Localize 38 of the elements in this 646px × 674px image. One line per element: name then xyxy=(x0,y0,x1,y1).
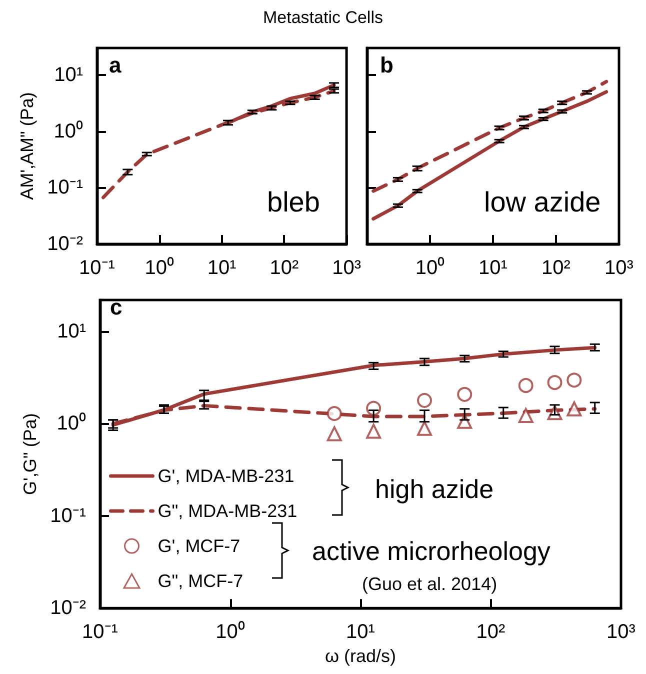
y-tick-label: 10¹ xyxy=(54,64,84,86)
x-tick-label: 10³ xyxy=(604,257,634,279)
legend-label: G', MCF-7 xyxy=(158,536,240,556)
chart-title: Metastatic Cells xyxy=(262,8,384,28)
x-tick-label: 10¹ xyxy=(346,621,376,644)
legend-label: G", MCF-7 xyxy=(158,571,244,591)
y-tick-label: 10⁻² xyxy=(47,233,84,255)
annotation: high azide xyxy=(375,474,494,504)
annotation: bleb xyxy=(267,186,320,218)
y-axis-title: AM',AM" (Pa) xyxy=(17,92,38,200)
legend-label: G", MDA-MB-231 xyxy=(158,501,298,521)
annotation: b xyxy=(380,52,394,78)
annotation: low azide xyxy=(484,186,601,218)
x-tick-label: 10⁰ xyxy=(216,620,245,644)
y-tick-label: 10⁻¹ xyxy=(50,504,86,527)
y-tick-label: 10⁻² xyxy=(50,597,86,620)
y-axis-title: G',G" (Pa) xyxy=(20,413,40,495)
y-tick-label: 10⁰ xyxy=(54,119,83,142)
x-tick-label: 10⁻¹ xyxy=(79,257,116,279)
x-tick-label: 10⁻¹ xyxy=(82,621,118,644)
x-tick-label: 10⁰ xyxy=(415,256,445,279)
annotation: active microrheology xyxy=(312,536,550,566)
x-tick-label: 10² xyxy=(476,621,506,644)
annotation: a xyxy=(109,52,122,78)
x-tick-label: 10² xyxy=(270,257,299,279)
x-tick-label: 10³ xyxy=(606,621,636,644)
legend-label: G', MDA-MB-231 xyxy=(158,466,294,486)
x-tick-label: 10⁰ xyxy=(144,256,174,279)
x-tick-label: 10¹ xyxy=(478,257,508,279)
x-axis-title: ω (rad/s) xyxy=(324,646,396,666)
x-tick-label: 10¹ xyxy=(207,257,237,279)
x-tick-label: 10³ xyxy=(332,257,362,279)
annotation: (Guo et al. 2014) xyxy=(362,574,498,594)
y-tick-label: 10⁻¹ xyxy=(47,176,84,199)
x-tick-label: 10² xyxy=(542,257,571,279)
annotation: c xyxy=(110,294,122,320)
y-tick-label: 10¹ xyxy=(57,320,86,343)
y-tick-label: 10⁰ xyxy=(56,412,86,435)
